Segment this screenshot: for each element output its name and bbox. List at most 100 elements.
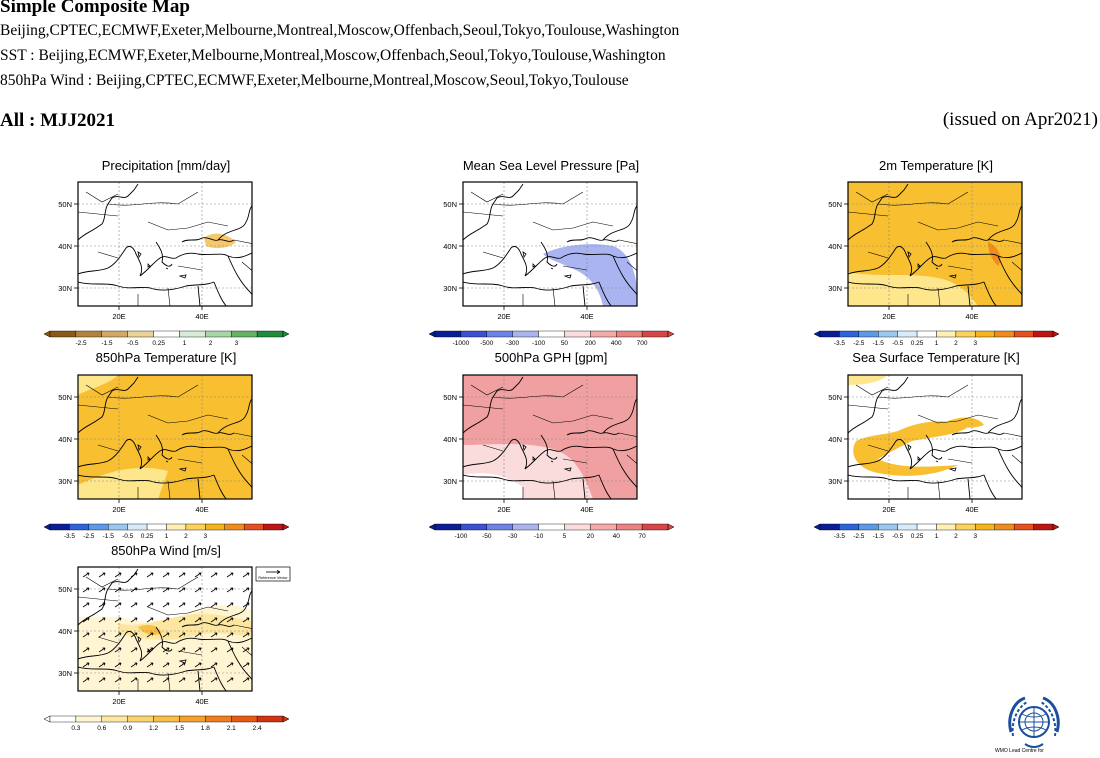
- colorbar-swatch: [486, 523, 513, 531]
- logo-caption: WMO Lead Centre for: [995, 748, 1044, 754]
- wind-vector-head: [150, 662, 154, 666]
- wind-vector-head: [118, 587, 122, 591]
- colorbar-swatch: [127, 523, 148, 531]
- colorbar-tick-label: 20: [587, 533, 595, 540]
- wind-vector-head: [166, 617, 170, 621]
- colorbar-tick-label: -10: [534, 533, 544, 540]
- colorbar-swatch: [616, 523, 643, 531]
- colorbar-tick-label: 70: [638, 533, 646, 540]
- colorbar: -1000 -500 -300 -100 50 200 400 700: [428, 330, 675, 347]
- wind-vector: [130, 632, 138, 638]
- colorbar-swatch: [955, 523, 976, 531]
- lon-label: 20E: [882, 312, 895, 321]
- wind-vector: [162, 632, 170, 638]
- wind-vector: [146, 617, 154, 623]
- wind-vector-head: [246, 677, 250, 681]
- colorbar-swatch: [460, 523, 487, 531]
- lon-label: 20E: [112, 697, 125, 706]
- colorbar-end: [43, 330, 51, 338]
- wind-vector: [162, 602, 170, 608]
- wind-vector: [194, 572, 202, 578]
- colorbar-tick-label: 400: [611, 340, 622, 347]
- colorbar-swatch: [512, 330, 539, 338]
- colorbar-swatch: [49, 330, 77, 338]
- colorbar-swatch: [101, 330, 128, 338]
- map-panel-gph: 50N 40N 30N 20E 40E -100 -50 -30 -10 5 20 40 70: [428, 374, 675, 540]
- colorbar-swatch: [205, 523, 225, 531]
- wind-vector-head: [166, 662, 170, 666]
- wind-vector: [82, 617, 90, 623]
- colorbar-tick-label: 1.2: [149, 725, 158, 732]
- wind-vector: [82, 647, 90, 653]
- wind-vector-head: [214, 572, 218, 576]
- wind-vector: [146, 647, 154, 653]
- wind-vector: [98, 587, 106, 593]
- colorbar-tick-label: -0.5: [892, 340, 904, 347]
- wind-vector: [98, 662, 106, 668]
- colorbar-end: [282, 715, 290, 723]
- anomaly-area-1: [853, 421, 968, 476]
- wind-vector-head: [198, 632, 202, 636]
- colorbar-tick-label: -100: [454, 533, 467, 540]
- lat-label: 40N: [58, 435, 72, 444]
- colorbar-tick-label: -1.5: [101, 340, 113, 347]
- wind-vector: [98, 677, 106, 683]
- colorbar-swatch: [49, 523, 70, 531]
- anomaly-area-1: [78, 467, 168, 499]
- wind-vector-head: [214, 587, 218, 591]
- colorbar-tick-label: -3.5: [834, 340, 846, 347]
- colorbar-swatch: [166, 523, 187, 531]
- colorbar-end: [282, 523, 290, 531]
- contributors-line: Beijing,CPTEC,ECMWF,Exeter,Melbourne,Mon…: [0, 22, 680, 39]
- colorbar-swatch: [153, 715, 180, 723]
- colorbar-tick-label: 2.4: [253, 725, 262, 732]
- wind-vector: [226, 632, 234, 638]
- wind-vector-head: [102, 617, 106, 621]
- anomaly-area-0: [204, 233, 236, 249]
- map-panel-t850: 50N 40N 30N 20E 40E -3.5 -2.5 -1.5 -0.5 0.25 1 2 3: [43, 374, 290, 540]
- colorbar-tick-label: 1.8: [201, 725, 210, 732]
- issued-date: (issued on Apr2021): [942, 109, 1098, 130]
- wind-vector-head: [150, 587, 154, 591]
- wind-vector-head: [102, 647, 106, 651]
- wind-vector: [226, 587, 234, 593]
- colorbar-swatch: [256, 330, 284, 338]
- wind-vector: [210, 677, 218, 683]
- wind-vector: [210, 647, 218, 653]
- colorbar-end: [43, 523, 51, 531]
- wind-vector-head: [86, 617, 90, 621]
- colorbar-swatch: [590, 523, 617, 531]
- map-panel-precip: 50N 40N 30N 20E 40E -2.5 -1.5 -0.5 0.25 1 2 3: [43, 181, 290, 347]
- wind-vector: [98, 632, 106, 638]
- wind-vector-head: [230, 632, 234, 636]
- wind-vector-head: [118, 647, 122, 651]
- colorbar-tick-label: -1.5: [103, 533, 115, 540]
- wind-vector-head: [230, 572, 234, 576]
- wind-vector: [226, 617, 234, 623]
- wind-vector-head: [230, 617, 234, 621]
- colorbar-swatch: [858, 330, 879, 338]
- colorbar-swatch: [231, 330, 258, 338]
- colorbar-tick-label: 2: [184, 533, 188, 540]
- wind-vector-head: [182, 617, 186, 621]
- wind-vector-head: [246, 602, 250, 606]
- colorbar-tick-label: -2.5: [75, 340, 87, 347]
- colorbar-swatch: [512, 523, 539, 531]
- season-label: All : MJJ2021: [0, 110, 116, 131]
- panel-title-gph500: 500hPa GPH [gpm]: [494, 350, 608, 365]
- colorbar-swatch: [916, 523, 937, 531]
- wind-vector: [242, 662, 250, 668]
- wind-vector-head: [182, 602, 186, 606]
- lon-label: 40E: [580, 312, 593, 321]
- wind-vector: [82, 662, 90, 668]
- colorbar-swatch: [538, 523, 565, 531]
- wind-vector: [194, 632, 202, 638]
- wind-vector: [210, 662, 218, 668]
- anomaly-area-2: [463, 473, 523, 499]
- colorbar-swatch: [564, 523, 591, 531]
- colorbar-swatch: [127, 330, 154, 338]
- wind-vector-head: [86, 602, 90, 606]
- colorbar-tick-label: 5: [563, 533, 567, 540]
- wind-vector: [146, 572, 154, 578]
- anomaly-area-2: [78, 375, 118, 395]
